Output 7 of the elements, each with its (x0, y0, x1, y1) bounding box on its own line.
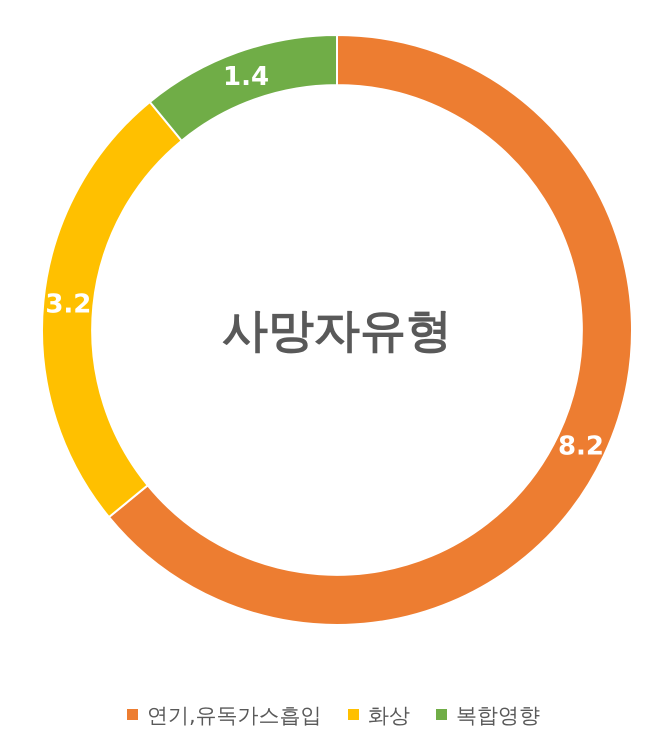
data-label: 1.4 (223, 62, 270, 92)
legend-label: 복합영향 (456, 703, 540, 728)
text: 사망자유형 (222, 303, 452, 358)
data-label: 8.2 (558, 432, 604, 462)
data-label: 3.2 (45, 290, 92, 320)
legend-label: 화상 (368, 703, 410, 728)
legend-label: 연기,유독가스흡입 (147, 703, 322, 728)
